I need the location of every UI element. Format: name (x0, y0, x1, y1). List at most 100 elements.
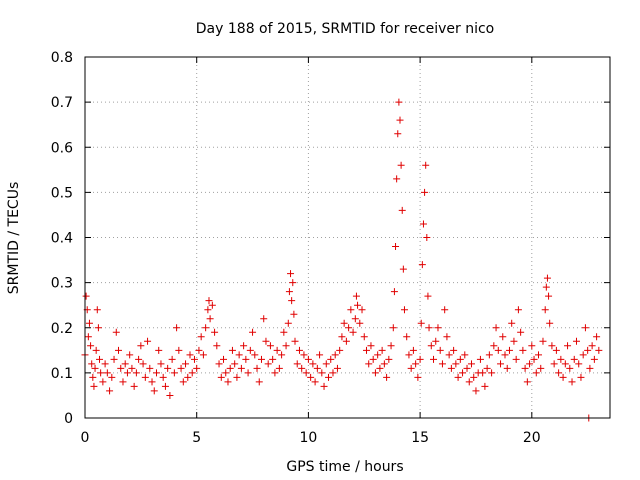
data-point (488, 369, 496, 377)
data-point (121, 360, 129, 368)
data-point (179, 378, 187, 386)
data-point (555, 369, 563, 377)
data-point (422, 161, 430, 169)
data-point (333, 364, 341, 372)
data-point (186, 351, 194, 359)
data-point (253, 364, 261, 372)
data-point (445, 351, 453, 359)
data-point (421, 188, 429, 196)
data-point (559, 373, 567, 381)
data-point (290, 310, 298, 318)
data-point (96, 355, 104, 363)
data-point (87, 342, 95, 350)
data-point (164, 364, 172, 372)
data-point (441, 306, 449, 314)
data-point (395, 98, 403, 106)
data-point (367, 342, 375, 350)
data-point (521, 364, 529, 372)
data-point (291, 337, 299, 345)
data-point (517, 328, 525, 336)
data-point (126, 351, 134, 359)
data-point (85, 319, 93, 327)
data-point (546, 319, 554, 327)
data-point (220, 355, 228, 363)
data-point (222, 369, 230, 377)
data-point (564, 342, 572, 350)
data-point (224, 378, 232, 386)
data-point (349, 328, 357, 336)
data-point (418, 261, 426, 269)
data-point (205, 297, 213, 305)
data-point (523, 378, 531, 386)
data-point (438, 360, 446, 368)
data-point (195, 346, 203, 354)
data-point (593, 333, 601, 341)
data-point (572, 337, 580, 345)
data-point (144, 337, 152, 345)
data-point (244, 369, 252, 377)
data-point (282, 342, 290, 350)
data-point (581, 324, 589, 332)
data-point (405, 351, 413, 359)
data-point (378, 346, 386, 354)
y-tick-label: 0.1 (51, 366, 73, 382)
data-point (356, 319, 364, 327)
data-point (177, 364, 185, 372)
data-point (84, 333, 92, 341)
data-point (443, 333, 451, 341)
x-tick-label: 0 (81, 430, 90, 446)
data-point (213, 342, 221, 350)
data-point (416, 355, 424, 363)
data-point (202, 324, 210, 332)
data-point (97, 369, 105, 377)
data-point (307, 373, 315, 381)
data-point (130, 382, 138, 390)
data-point (588, 342, 596, 350)
data-point (436, 346, 444, 354)
data-point (483, 364, 491, 372)
data-point (541, 306, 549, 314)
data-point (237, 364, 245, 372)
data-point (298, 364, 306, 372)
data-point (461, 351, 469, 359)
data-point (463, 364, 471, 372)
data-point (90, 382, 98, 390)
data-point (208, 301, 216, 309)
data-point (535, 351, 543, 359)
data-point (374, 351, 382, 359)
data-point (514, 306, 522, 314)
data-point (393, 175, 401, 183)
data-point (269, 355, 277, 363)
data-point (579, 351, 587, 359)
data-point (412, 360, 420, 368)
data-point (215, 360, 223, 368)
data-point (226, 364, 234, 372)
data-point (285, 288, 293, 296)
data-point (161, 382, 169, 390)
data-point (255, 378, 263, 386)
data-point (175, 346, 183, 354)
data-point (454, 373, 462, 381)
data-point (369, 355, 377, 363)
data-point (409, 346, 417, 354)
data-point (271, 369, 279, 377)
data-point (112, 328, 120, 336)
data-point (240, 342, 248, 350)
data-point (166, 391, 174, 399)
x-tick-label: 10 (299, 430, 317, 446)
data-point (434, 324, 442, 332)
data-point (397, 161, 405, 169)
data-point (510, 337, 518, 345)
data-point (266, 342, 274, 350)
data-point (376, 364, 384, 372)
data-point (293, 360, 301, 368)
data-point (396, 116, 404, 124)
data-point (456, 355, 464, 363)
data-point (193, 364, 201, 372)
data-point (159, 373, 167, 381)
data-point (505, 346, 513, 354)
data-point (432, 337, 440, 345)
data-point (467, 360, 475, 368)
data-point (322, 360, 330, 368)
data-point (465, 378, 473, 386)
